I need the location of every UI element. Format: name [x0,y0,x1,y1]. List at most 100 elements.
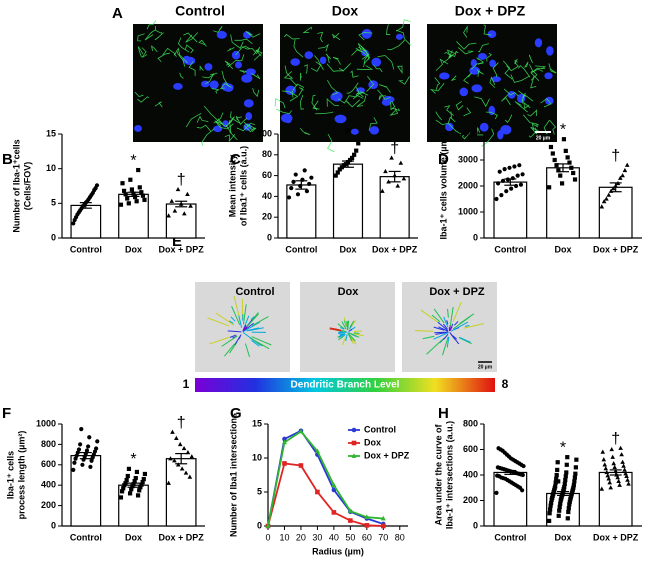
nucleus [471,59,477,67]
x-tick-label: Control [494,532,526,542]
data-point [309,176,313,180]
nucleus [362,29,372,39]
trace-label: Dox [338,286,360,298]
nucleus [472,84,483,92]
data-point [557,514,561,518]
data-point [189,454,194,458]
data-point [574,458,578,462]
legend-marker [352,428,357,433]
bar [166,204,196,238]
data-point [547,185,551,189]
legend-marker [352,441,357,446]
data-point [571,171,575,175]
y-tick-label: 0 [51,520,56,530]
data-point [496,465,500,469]
nucleus [383,96,395,103]
data-point [621,464,626,468]
annotation: † [390,140,399,157]
data-point [517,163,521,167]
data-point [142,198,146,202]
data-point [130,187,134,191]
panel-letter: H [438,405,449,422]
data-point [547,519,551,523]
nucleus [201,81,210,88]
data-point [611,461,616,465]
data-point [548,507,552,511]
panel-letter: C [230,151,241,168]
data-point [573,177,577,181]
data-point [548,511,552,515]
data-point [305,189,309,193]
data-point [383,169,388,173]
x-tick-label: 0 [265,532,270,542]
data-point [291,180,295,184]
data-point [564,149,568,153]
data-point [566,155,570,159]
y-tick-label: 600 [463,444,478,454]
nucleus [235,61,242,68]
x-tick-label: 20 [296,532,306,542]
y-axis-label: Area under the curve of [433,423,443,525]
nucleus [480,123,489,132]
y-tick-label: 0 [257,520,262,530]
annotation: † [177,172,186,189]
x-tick-label: Control [494,244,526,254]
y-tick-label: 60 [262,170,272,180]
data-point [185,192,190,196]
data-point [78,442,82,446]
data-point [125,478,129,482]
data-point [80,463,84,467]
bar [71,456,101,526]
micrograph [280,24,410,142]
x-tick-label: Dox [125,532,142,542]
annotation: * [560,121,566,138]
y-tick-label: 0 [473,232,478,242]
data-point [574,465,578,469]
data-point [494,197,498,201]
y-axis-label: process length (µm²) [16,431,26,520]
y-tick-label: 800 [463,418,478,428]
data-point [512,164,516,168]
nucleus [371,58,381,67]
y-axis-label: Iba-1⁺ intersections (a.u.) [444,421,454,529]
data-point [170,430,175,434]
y-tick-label: 100 [257,128,272,138]
data-point [95,439,99,443]
data-point [560,181,564,185]
data-point [514,184,518,188]
data-point [504,189,508,193]
nucleus [304,51,313,59]
data-point [555,473,559,477]
data-point [565,463,569,467]
nucleus [285,86,296,95]
nucleus [439,72,450,79]
data-point [567,506,571,510]
data-point [87,435,91,439]
annotation: † [177,414,186,431]
annotation: * [560,439,566,456]
nucleus [281,114,292,123]
x-tick-label: Dox [554,244,571,254]
panel-letter: F [2,405,11,422]
y-tick-label: 1000 [458,206,478,216]
legend-label: Control [364,424,396,434]
data-point [348,518,353,523]
data-point [139,190,143,194]
legend-label: Dox [364,437,381,447]
data-point [126,474,130,478]
annotation: † [611,147,620,164]
nucleus [544,72,552,79]
data-point [503,167,507,171]
y-axis-label: Iba-1⁺ cells volume (µm³) [438,133,448,240]
bar [287,185,316,238]
annotation: * [130,451,136,468]
data-point [619,452,624,456]
data-point [603,466,608,470]
data-point [79,427,83,431]
data-point [573,472,577,476]
x-tick-label: Dox + DPZ [593,244,639,254]
data-point [573,475,577,479]
data-point [174,436,179,440]
data-point [563,478,567,482]
x-tick-label: Dox + DPZ [593,532,639,542]
